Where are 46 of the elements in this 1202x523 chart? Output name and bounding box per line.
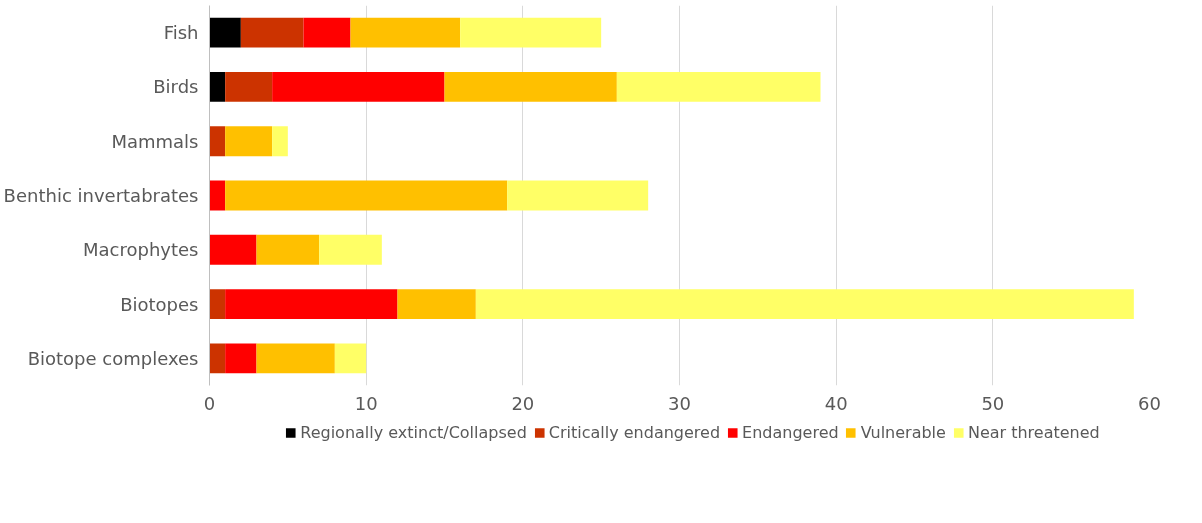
bar (209, 180, 226, 211)
x-tick-label: 30 (668, 392, 691, 414)
bar (225, 343, 257, 374)
bar (209, 126, 226, 157)
bar (272, 72, 445, 102)
bar (209, 72, 226, 102)
legend-label: Regionally extinct/Collapsed (300, 422, 527, 442)
bar (319, 234, 382, 265)
bar (209, 343, 226, 374)
bar (209, 289, 226, 319)
bar (303, 17, 351, 48)
y-tick-label: Benthic invertabrates (3, 185, 199, 206)
bar (460, 17, 602, 48)
bar (507, 180, 649, 211)
bar (444, 72, 617, 102)
y-tick-label: Biotope complexes (27, 347, 199, 369)
bar (240, 17, 304, 48)
x-tick-label: 20 (511, 392, 535, 414)
x-tick-label: 50 (981, 392, 1005, 414)
bar (225, 72, 273, 102)
bar (616, 72, 821, 102)
legend-label: Critically endangered (548, 422, 721, 442)
bar (209, 234, 257, 265)
y-tick-label: Macrophytes (83, 239, 199, 261)
bar (256, 343, 335, 374)
y-tick-label: Biotopes (120, 293, 199, 315)
legend-label: Vulnerable (860, 422, 946, 442)
x-tick-label: 60 (1138, 392, 1161, 414)
x-tick-label: 40 (824, 392, 848, 414)
bar (256, 234, 320, 265)
bar (272, 126, 288, 157)
legend-label: Near threatened (967, 422, 1100, 442)
bar (350, 17, 461, 48)
bar (397, 289, 476, 319)
x-tick-label: 0 (203, 392, 216, 414)
bar (225, 126, 273, 157)
bar (209, 17, 241, 48)
legend-label: Endangered (742, 422, 839, 442)
bar (475, 289, 1134, 319)
y-tick-label: Birds (153, 76, 199, 98)
bar (225, 180, 508, 211)
bar (334, 343, 367, 374)
bar (225, 289, 398, 319)
y-tick-label: Fish (163, 22, 199, 44)
x-tick-label: 10 (354, 392, 378, 414)
y-tick-label: Mammals (111, 130, 199, 152)
